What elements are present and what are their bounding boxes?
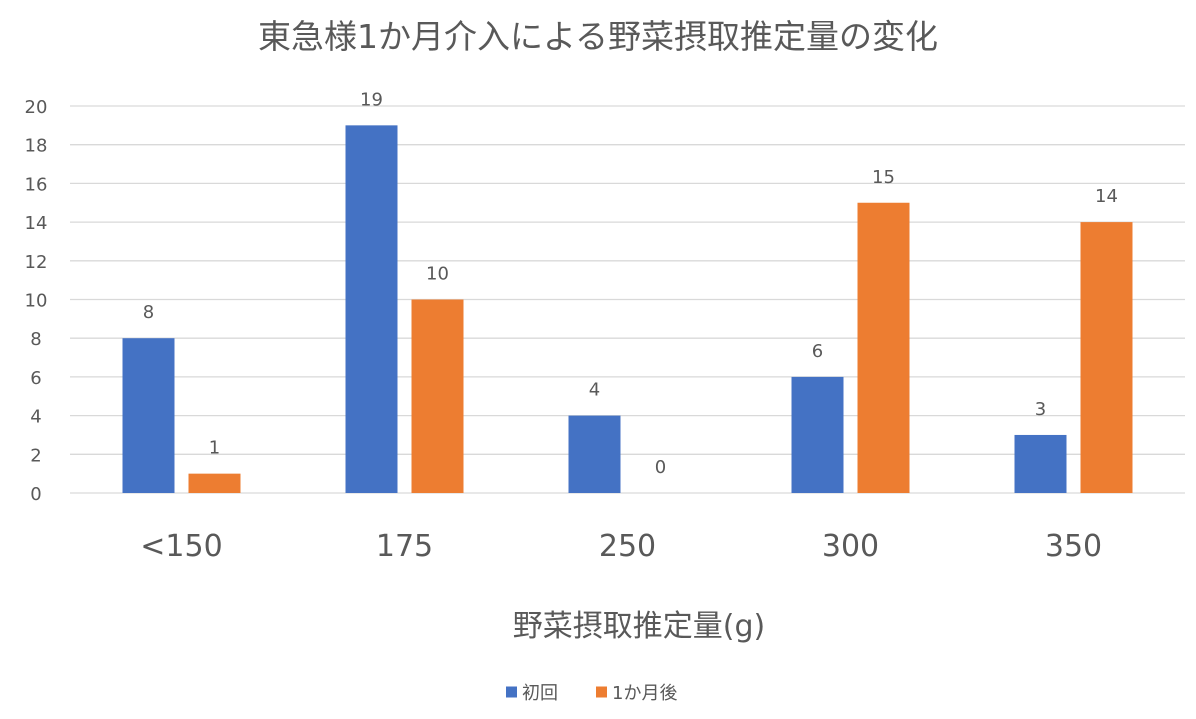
bar-series1-4 xyxy=(1014,434,1067,493)
x-tick-label: 350 xyxy=(1045,529,1102,564)
bar-series2-4 xyxy=(1080,222,1133,493)
bar-series1-2 xyxy=(568,415,621,493)
bar-series2-0 xyxy=(188,473,241,493)
data-label: 4 xyxy=(589,380,600,401)
data-label: 6 xyxy=(812,341,823,362)
legend-label: 初回 xyxy=(522,683,558,704)
bar-series2-3 xyxy=(857,202,910,493)
legend-label: 1か月後 xyxy=(612,683,677,704)
data-label: 19 xyxy=(360,89,383,110)
x-axis-ticks: <150 175 250 300 350 xyxy=(140,529,1102,564)
bar-series1-3 xyxy=(791,376,844,493)
x-axis-title: 野菜摂取推定量(g) xyxy=(513,609,765,644)
data-label: 15 xyxy=(872,167,895,188)
data-label: 8 xyxy=(143,302,154,323)
y-tick-label: 20 xyxy=(25,97,48,118)
data-label: 14 xyxy=(1095,186,1118,207)
y-tick-label: 6 xyxy=(30,368,41,389)
bars xyxy=(122,125,1133,493)
x-tick-label: 300 xyxy=(822,529,879,564)
bar-series1-0 xyxy=(122,338,175,493)
data-labels: 8 1 19 10 4 0 6 15 3 14 xyxy=(143,89,1118,478)
chart-title: 東急様1か月介入による野菜摂取推定量の変化 xyxy=(258,17,938,56)
legend-item-series1: 初回 xyxy=(506,683,558,704)
data-label: 10 xyxy=(426,264,449,285)
x-tick-label: <150 xyxy=(140,529,222,564)
y-tick-label: 12 xyxy=(25,252,48,273)
gridlines xyxy=(70,105,1185,494)
x-tick-label: 250 xyxy=(599,529,656,564)
data-label: 1 xyxy=(209,438,220,459)
y-tick-label: 14 xyxy=(25,213,48,234)
y-tick-label: 8 xyxy=(30,329,41,350)
legend-item-series2: 1か月後 xyxy=(596,683,677,704)
data-label: 0 xyxy=(655,457,666,478)
y-tick-label: 16 xyxy=(25,174,48,195)
y-axis-ticks: 0 2 4 6 8 10 12 14 16 18 20 xyxy=(25,97,48,505)
legend: 初回 1か月後 xyxy=(506,683,677,704)
bar-series1-1 xyxy=(345,125,398,493)
legend-swatch xyxy=(506,686,517,698)
y-tick-label: 4 xyxy=(30,407,41,428)
y-tick-label: 10 xyxy=(25,291,48,312)
y-tick-label: 2 xyxy=(30,445,41,466)
data-label: 3 xyxy=(1035,399,1046,420)
y-tick-label: 18 xyxy=(25,136,48,157)
bar-series2-1 xyxy=(411,299,464,493)
x-tick-label: 175 xyxy=(376,529,433,564)
y-tick-label: 0 xyxy=(30,484,41,505)
legend-swatch xyxy=(596,686,607,698)
